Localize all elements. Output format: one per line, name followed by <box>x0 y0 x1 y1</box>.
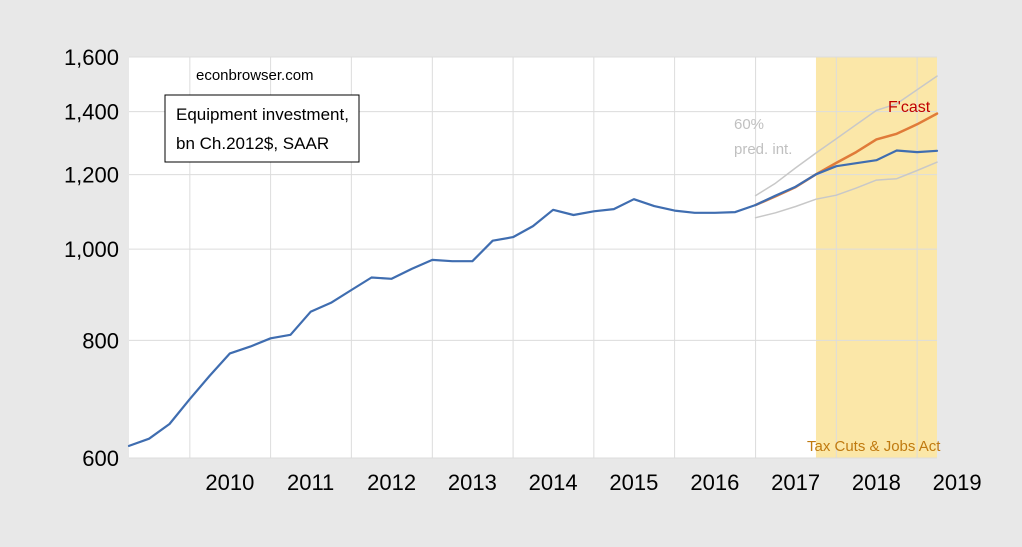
x-tick-label: 2017 <box>771 470 820 495</box>
y-tick-label: 1,200 <box>64 163 119 188</box>
y-tick-label: 800 <box>82 328 119 353</box>
chart-title-box <box>164 94 360 163</box>
x-axis-ticks: 2010 2011 2012 2013 2014 2015 2016 2017 2018 2019 <box>205 470 981 495</box>
upper-interval-line <box>754 75 938 197</box>
prediction-interval-label-1: 60% <box>734 116 764 133</box>
lower-interval-line <box>754 161 938 219</box>
x-tick-label: 2015 <box>609 470 658 495</box>
y-tick-label: 1,600 <box>64 45 119 70</box>
y-tick-label: 1,400 <box>64 100 119 125</box>
x-tick-label: 2013 <box>448 470 497 495</box>
tax-cuts-shaded-region <box>815 57 937 458</box>
forecast-label: F'cast <box>888 99 931 116</box>
tax-cuts-label: Tax Cuts & Jobs Act <box>807 438 941 455</box>
y-tick-label: 600 <box>82 446 119 471</box>
x-tick-label: 2010 <box>205 470 254 495</box>
x-tick-label: 2018 <box>852 470 901 495</box>
x-tick-label: 2016 <box>690 470 739 495</box>
y-axis-ticks: 600 800 1,000 1,200 1,400 1,600 <box>64 45 119 471</box>
chart-title-line-2: bn Ch.2012$, SAAR <box>176 134 329 153</box>
y-tick-label: 1,000 <box>64 237 119 262</box>
x-tick-label: 2014 <box>529 470 578 495</box>
x-tick-label: 2011 <box>287 470 334 495</box>
actual-line <box>127 149 939 447</box>
chart-title-line-1: Equipment investment, <box>176 105 349 124</box>
prediction-interval-label-2: pred. int. <box>734 141 792 158</box>
x-tick-label: 2012 <box>367 470 416 495</box>
source-label: econbrowser.com <box>196 67 314 84</box>
series-layer <box>127 75 939 447</box>
x-tick-label: 2019 <box>933 470 982 495</box>
